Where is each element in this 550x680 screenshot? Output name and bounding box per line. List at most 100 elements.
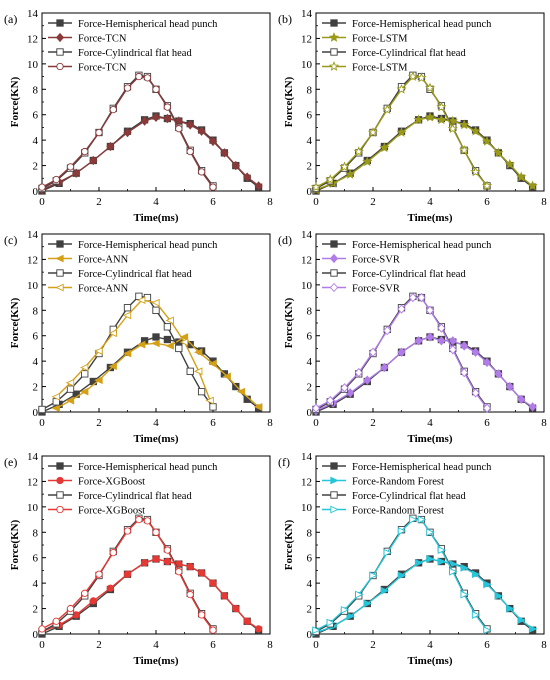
y-tick-label: 4 — [307, 356, 313, 368]
legend-marker — [329, 282, 339, 293]
data-point — [109, 548, 117, 557]
data-point — [528, 402, 537, 412]
data-point — [108, 362, 117, 371]
data-point — [151, 112, 161, 122]
y-tick-label: 14 — [27, 451, 39, 463]
chart-panel-2: (c) 0 2 4 6 8 10 12 14 0 2 4 6 8 Time(ms) Force(KN) Forc… — [4, 229, 273, 445]
data-point — [346, 612, 355, 621]
data-point — [186, 367, 194, 375]
legend-marker — [56, 476, 64, 485]
legend-label: Force-Cylindrical flat head — [78, 48, 192, 59]
data-point — [424, 111, 436, 122]
y-tick-label: 10 — [301, 59, 313, 71]
data-point — [397, 304, 406, 314]
y-tick-label: 12 — [301, 33, 312, 45]
y-tick-label: 6 — [33, 110, 39, 122]
legend: Force-Hemispherical head punch Force-TCN F… — [48, 19, 218, 74]
data-point — [66, 163, 75, 171]
data-point — [208, 136, 218, 147]
y-tick-label: 14 — [27, 229, 39, 241]
y-tick-label: 0 — [33, 629, 39, 641]
chart-panel-3: (d) 0 2 4 6 8 10 12 14 0 2 4 6 8 Time(ms) Force(KN) Forc… — [278, 229, 547, 445]
data-point — [243, 172, 252, 182]
x-tick-label: 6 — [484, 196, 490, 208]
data-point — [72, 611, 80, 619]
legend-marker — [56, 62, 64, 71]
data-point — [123, 570, 132, 578]
legend: Force-Hemispherical head punch Force-LSTM… — [322, 19, 492, 74]
y-tick-label: 8 — [33, 305, 39, 317]
data-point — [437, 557, 447, 566]
legend-marker — [56, 462, 64, 470]
data-point — [197, 611, 206, 619]
data-point — [175, 125, 183, 133]
x-tick-label: 0 — [313, 639, 319, 651]
legend-label: Force-Cylindrical flat head — [352, 48, 466, 59]
data-point — [222, 372, 231, 381]
x-tick-label: 8 — [267, 417, 273, 429]
panel-label: (d) — [278, 233, 292, 247]
legend-label: Force-Cylindrical flat head — [78, 269, 192, 280]
data-point — [493, 147, 504, 158]
data-point — [106, 584, 115, 592]
data-point — [243, 617, 251, 625]
data-point — [186, 590, 194, 599]
legend-label: Force-Cylindrical flat head — [352, 491, 466, 502]
data-point — [483, 626, 492, 635]
legend-marker — [328, 61, 340, 71]
data-point — [460, 590, 469, 599]
data-point — [186, 147, 194, 156]
data-point — [136, 340, 146, 349]
data-point — [424, 82, 436, 93]
data-point — [528, 625, 538, 633]
data-point — [506, 604, 515, 613]
series-1 — [311, 332, 537, 416]
data-point — [396, 127, 407, 137]
series-line — [55, 299, 211, 401]
panel-label: (f) — [278, 455, 290, 469]
data-point — [152, 555, 160, 563]
data-point — [197, 168, 206, 176]
y-tick-label: 8 — [33, 527, 39, 539]
data-point — [516, 171, 527, 182]
panel-label: (c) — [4, 233, 17, 247]
data-point — [471, 347, 480, 357]
data-point — [354, 367, 363, 378]
data-point — [79, 387, 89, 396]
data-point — [179, 333, 189, 341]
data-point — [326, 618, 336, 627]
data-point — [143, 74, 152, 82]
data-point — [135, 515, 143, 524]
data-point — [140, 559, 149, 567]
data-point — [123, 127, 132, 138]
data-point — [81, 370, 89, 378]
legend-label: Force-ANN — [78, 284, 129, 295]
legend-label: Force-Hemispherical head punch — [352, 462, 492, 473]
panel-label: (a) — [4, 12, 17, 26]
data-point — [379, 142, 390, 153]
data-point — [66, 604, 75, 613]
data-point — [517, 394, 526, 404]
x-axis-title: Time(ms) — [133, 433, 178, 445]
legend-marker — [55, 254, 64, 263]
legend-marker — [330, 462, 338, 470]
data-point — [151, 298, 160, 307]
data-point — [163, 546, 172, 554]
legend-marker — [330, 19, 338, 27]
legend-marker — [330, 240, 338, 248]
x-tick-label: 0 — [39, 639, 45, 651]
data-point — [409, 515, 418, 524]
data-point — [89, 155, 98, 166]
legend: Force-Hemispherical head punch Force-ANN F… — [48, 240, 218, 295]
data-point — [471, 611, 481, 619]
legend-marker — [56, 505, 64, 514]
data-point — [254, 625, 263, 633]
x-tick-label: 0 — [313, 196, 319, 208]
series-0 — [312, 333, 537, 416]
y-tick-label: 2 — [307, 382, 313, 394]
x-tick-label: 4 — [427, 639, 433, 651]
data-point — [527, 180, 538, 191]
x-axis-title: Time(ms) — [407, 212, 452, 224]
legend-label: Force-Random Forest — [352, 506, 444, 517]
x-tick-label: 6 — [210, 417, 216, 429]
